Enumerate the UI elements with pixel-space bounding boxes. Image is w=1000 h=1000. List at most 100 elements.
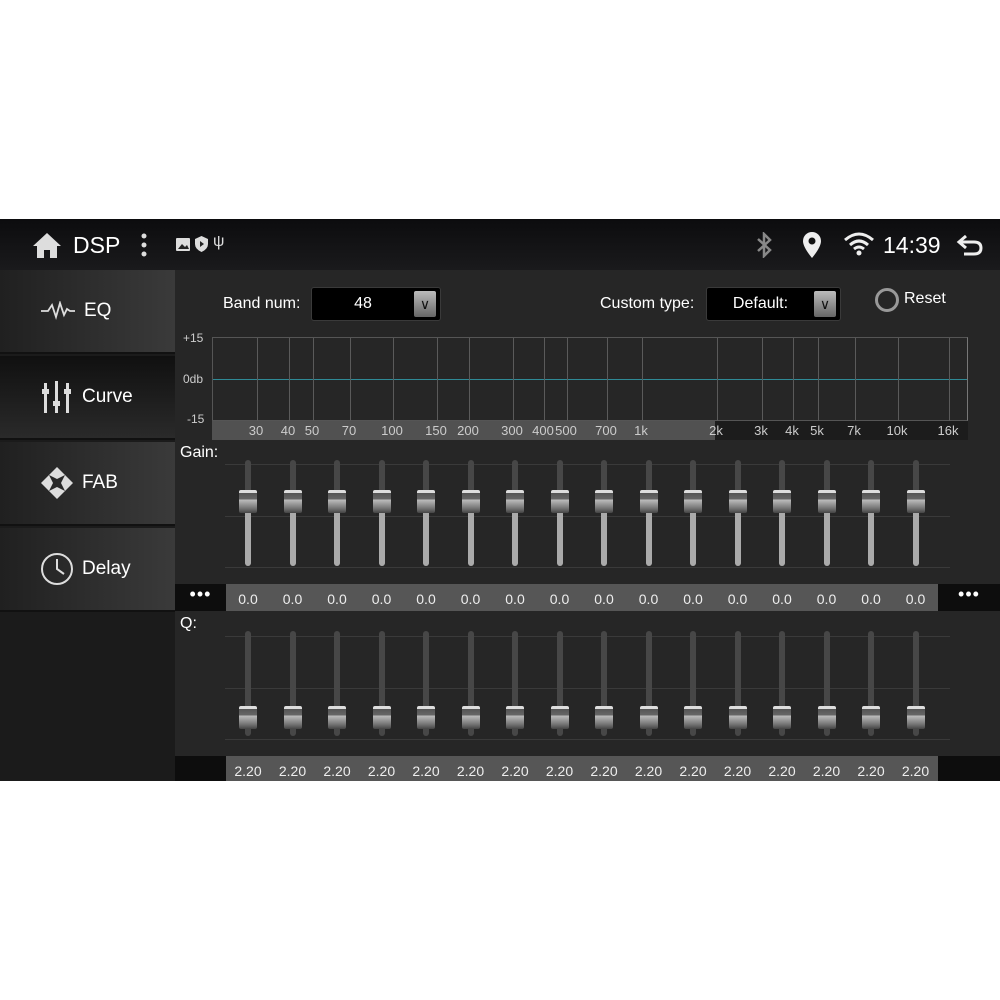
slider-knob[interactable] (506, 706, 524, 730)
gain-slider[interactable] (461, 460, 481, 566)
sidebar-item-fab[interactable]: FAB (0, 442, 175, 526)
q-slider[interactable] (416, 631, 436, 736)
slider-knob[interactable] (728, 706, 747, 730)
q-slider[interactable] (728, 631, 748, 736)
slider-knob[interactable] (862, 489, 880, 513)
slider-track[interactable] (423, 631, 429, 736)
q-slider[interactable] (505, 631, 525, 736)
gain-slider[interactable] (550, 460, 570, 566)
slider-knob[interactable] (728, 489, 747, 513)
slider-track[interactable] (289, 631, 296, 736)
slider-knob[interactable] (684, 489, 702, 513)
slider-knob[interactable] (906, 706, 925, 730)
slider-track[interactable] (601, 631, 607, 736)
gain-slider[interactable] (772, 460, 792, 566)
q-value: 2.20 (679, 763, 707, 779)
q-slider[interactable] (550, 631, 570, 736)
slider-knob[interactable] (550, 489, 569, 513)
slider-knob[interactable] (283, 489, 302, 513)
q-slider[interactable] (238, 631, 258, 736)
q-slider[interactable] (327, 631, 347, 736)
custom-type-dropdown[interactable]: Default: ∨ (706, 287, 841, 321)
gain-slider[interactable] (505, 460, 525, 566)
slider-knob[interactable] (595, 489, 613, 513)
q-slider[interactable] (372, 631, 392, 736)
slider-knob[interactable] (862, 706, 880, 730)
bluetooth-icon[interactable] (753, 232, 775, 258)
slider-knob[interactable] (328, 489, 346, 513)
q-slider[interactable] (906, 631, 926, 736)
sidebar-item-eq[interactable]: EQ (0, 270, 175, 354)
reset-radio[interactable] (875, 288, 899, 312)
slider-knob[interactable] (773, 489, 791, 513)
slider-knob[interactable] (773, 706, 791, 730)
slider-knob[interactable] (372, 706, 391, 730)
gain-slider[interactable] (728, 460, 748, 566)
slider-knob[interactable] (417, 706, 435, 730)
slider-track[interactable] (334, 631, 340, 736)
slider-knob[interactable] (328, 706, 346, 730)
slider-track[interactable] (690, 631, 696, 736)
slider-knob[interactable] (550, 706, 569, 730)
slider-knob[interactable] (372, 489, 391, 513)
band-num-dropdown[interactable]: 48 ∨ (311, 287, 441, 321)
slider-track[interactable] (734, 631, 741, 736)
slider-track[interactable] (556, 631, 563, 736)
slider-track[interactable] (868, 631, 874, 736)
gain-slider[interactable] (594, 460, 614, 566)
q-slider[interactable] (283, 631, 303, 736)
slider-knob[interactable] (283, 706, 302, 730)
slider-knob[interactable] (817, 706, 836, 730)
slider-track[interactable] (245, 631, 251, 736)
slider-track[interactable] (779, 631, 785, 736)
home-icon[interactable] (31, 231, 63, 259)
gain-slider[interactable] (372, 460, 392, 566)
gain-slider[interactable] (817, 460, 837, 566)
slider-knob[interactable] (461, 489, 480, 513)
gain-scroll-left-button[interactable]: ••• (175, 584, 226, 611)
slider-knob[interactable] (461, 706, 480, 730)
slider-track[interactable] (823, 631, 830, 736)
q-slider[interactable] (639, 631, 659, 736)
reset-label[interactable]: Reset (904, 290, 946, 307)
slider-knob[interactable] (506, 489, 524, 513)
gain-slider[interactable] (906, 460, 926, 566)
q-slider[interactable] (594, 631, 614, 736)
slider-knob[interactable] (906, 489, 925, 513)
slider-track[interactable] (467, 631, 474, 736)
slider-knob[interactable] (639, 706, 658, 730)
gain-scroll-right-button[interactable]: ••• (938, 584, 1000, 611)
gain-slider[interactable] (861, 460, 881, 566)
slider-knob[interactable] (595, 706, 613, 730)
slider-knob[interactable] (684, 706, 702, 730)
freq-label: 300 (501, 423, 523, 438)
slider-knob[interactable] (639, 489, 658, 513)
slider-track[interactable] (378, 631, 385, 736)
q-slider[interactable] (772, 631, 792, 736)
gain-value: 0.0 (816, 591, 837, 607)
grid-line (257, 338, 258, 422)
slider-knob[interactable] (239, 489, 257, 513)
gain-slider[interactable] (416, 460, 436, 566)
slider-knob[interactable] (817, 489, 836, 513)
gain-slider[interactable] (683, 460, 703, 566)
grid-line (350, 338, 351, 422)
slider-track[interactable] (645, 631, 652, 736)
gain-slider[interactable] (639, 460, 659, 566)
q-slider[interactable] (683, 631, 703, 736)
gain-slider[interactable] (283, 460, 303, 566)
slider-knob[interactable] (239, 706, 257, 730)
back-icon[interactable] (956, 234, 984, 256)
sidebar-item-curve[interactable]: Curve (0, 356, 175, 440)
q-slider[interactable] (461, 631, 481, 736)
more-vert-icon[interactable] (140, 233, 148, 257)
q-value: 2.20 (857, 763, 885, 779)
gain-slider[interactable] (238, 460, 258, 566)
slider-knob[interactable] (417, 489, 435, 513)
slider-track[interactable] (512, 631, 518, 736)
q-slider[interactable] (861, 631, 881, 736)
sidebar-item-delay[interactable]: Delay (0, 528, 175, 612)
slider-track[interactable] (912, 631, 919, 736)
q-slider[interactable] (817, 631, 837, 736)
gain-slider[interactable] (327, 460, 347, 566)
